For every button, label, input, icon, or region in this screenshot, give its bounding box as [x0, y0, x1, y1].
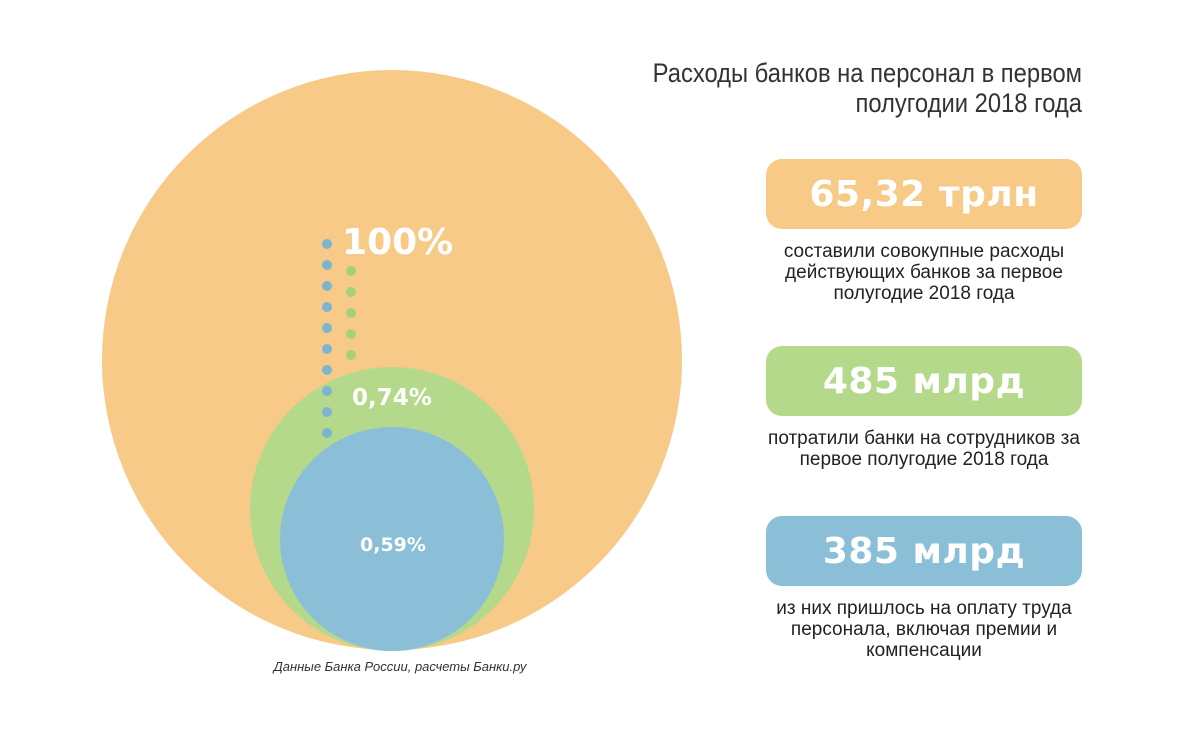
description-salary: из них пришлось на оплату труда персонал…	[776, 598, 1072, 661]
leader-dot-green	[346, 266, 356, 276]
description-total: составили совокупные расходы действующих…	[783, 241, 1065, 304]
leader-dot-blue	[322, 239, 332, 249]
leader-dot-blue	[322, 302, 332, 312]
leader-dot-blue	[322, 260, 332, 270]
card-salary: 385 млрд из них пришлось на оплату труда…	[766, 516, 1082, 661]
leader-dot-blue	[322, 386, 332, 396]
leader-dot-blue	[322, 365, 332, 375]
label-salary-share: 0,59%	[360, 534, 426, 556]
description-staff: потратили банки на сотрудников за первое…	[768, 428, 1080, 470]
dotted-leader-blue	[322, 239, 332, 438]
card-staff: 485 млрд потратили банки на сотрудников …	[766, 346, 1082, 470]
leader-dot-green	[346, 329, 356, 339]
leader-dot-blue	[322, 323, 332, 333]
leader-dot-blue	[322, 344, 332, 354]
circle-salary-expenses	[280, 427, 504, 651]
leader-dot-green	[346, 308, 356, 318]
amount-salary: 385 млрд	[766, 516, 1082, 586]
leader-dot-blue	[322, 407, 332, 417]
chart-title: Расходы банков на персонал в первом полу…	[652, 58, 1082, 118]
leader-dot-green	[346, 287, 356, 297]
amount-staff: 485 млрд	[766, 346, 1082, 416]
dotted-leader-green	[346, 266, 356, 360]
circle-total-expenses	[102, 70, 682, 650]
card-total: 65,32 трлн составили совокупные расходы …	[766, 159, 1082, 304]
leader-dot-blue	[322, 281, 332, 291]
leader-dot-green	[346, 350, 356, 360]
label-staff-share: 0,74%	[352, 385, 432, 411]
source-note: Данные Банка России, расчеты Банки.ру	[273, 659, 527, 674]
leader-dot-blue	[322, 428, 332, 438]
amount-total: 65,32 трлн	[766, 159, 1082, 229]
label-total-share: 100%	[342, 222, 454, 263]
